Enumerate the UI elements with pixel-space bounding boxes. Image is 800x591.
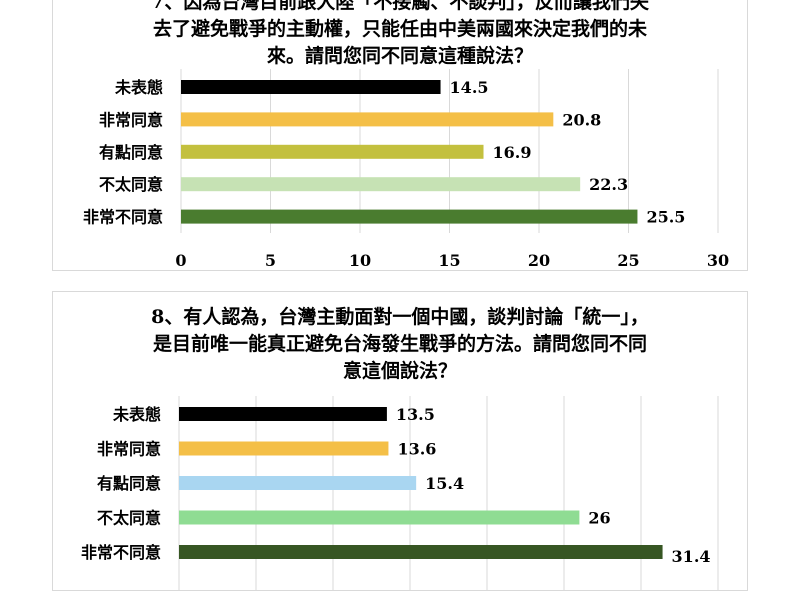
- x-tick-label: 10: [349, 251, 371, 270]
- bar: [181, 112, 554, 127]
- value-label: 26: [588, 509, 610, 528]
- title-line: 是目前唯一能真正避免台海發生戰爭的方法。請問您同不同: [152, 333, 647, 355]
- title-line: 意這個說法？: [342, 360, 457, 382]
- bar: [181, 80, 441, 94]
- category-label: 未表態: [114, 78, 163, 97]
- category-label: 不太同意: [97, 509, 161, 528]
- x-tick-label: 0: [175, 251, 186, 270]
- category-label: 非常同意: [99, 110, 163, 129]
- x-tick-label: 30: [707, 251, 729, 270]
- value-label: 16.9: [493, 143, 532, 162]
- bar: [181, 144, 484, 159]
- value-label: 13.6: [397, 440, 436, 459]
- bar: [179, 510, 580, 525]
- bar-chart-q8: 未表態 13.5 非常同意 13.6 有點同意 15.4 不太同意 26 非常不同意 31.4: [81, 396, 719, 590]
- bar: [179, 407, 387, 421]
- value-label: 14.5: [450, 78, 489, 97]
- value-label: 31.4: [672, 547, 711, 566]
- value-label: 13.5: [396, 405, 435, 424]
- chart-title-q7: 7、因為台灣目前跟大陸「不接觸、不談判」，反而讓我們失 去了避免戰爭的主動權，只…: [53, 0, 747, 70]
- bar: [179, 441, 389, 456]
- category-label: 非常同意: [97, 440, 161, 459]
- x-tick-label: 15: [438, 251, 460, 270]
- bar-chart-q7: 未表態 14.5 非常同意 20.8 有點同意 16.9 不太同意 22.3 非常不同意 25.5…: [83, 69, 729, 270]
- x-tick-label: 25: [617, 251, 639, 270]
- bar: [179, 476, 417, 490]
- category-label: 不太同意: [99, 175, 163, 194]
- title-line: 8、有人認為，台灣主動面對一個中國，談判討論「統一」，: [151, 306, 649, 328]
- bar: [179, 545, 663, 559]
- x-tick-label: 20: [528, 251, 550, 270]
- bar: [181, 209, 638, 224]
- value-label: 15.4: [425, 474, 464, 493]
- category-label: 有點同意: [99, 143, 163, 162]
- x-tick-label: 5: [265, 251, 276, 270]
- category-label: 非常不同意: [81, 543, 161, 562]
- chart-title-q8: 8、有人認為，台灣主動面對一個中國，談判討論「統一」， 是目前唯一能真正避免台海…: [53, 304, 747, 385]
- value-label: 20.8: [562, 110, 601, 129]
- category-label: 非常不同意: [83, 208, 163, 227]
- chart-panel-q7: 7、因為台灣目前跟大陸「不接觸、不談判」，反而讓我們失 去了避免戰爭的主動權，只…: [52, 0, 748, 271]
- title-line: 7、因為台灣目前跟大陸「不接觸、不談判」，反而讓我們失: [151, 0, 649, 13]
- value-label: 22.3: [589, 175, 628, 194]
- category-label: 有點同意: [97, 474, 161, 493]
- value-label: 25.5: [646, 208, 685, 227]
- chart-panel-q8: 8、有人認為，台灣主動面對一個中國，談判討論「統一」， 是目前唯一能真正避免台海…: [52, 291, 748, 591]
- title-line: 去了避免戰爭的主動權，只能任由中美兩國來決定我們的未: [152, 18, 647, 40]
- title-line: 來。請問您同不同意這種說法？: [266, 45, 533, 67]
- category-label: 未表態: [112, 405, 161, 424]
- bar: [181, 177, 581, 192]
